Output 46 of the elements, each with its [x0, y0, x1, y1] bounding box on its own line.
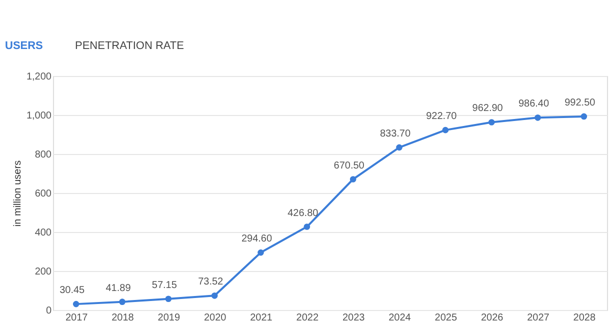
point	[258, 249, 264, 256]
y-tick-label: 400	[34, 228, 52, 238]
x-tick-label: 2017	[65, 312, 88, 324]
text: USERS	[5, 40, 43, 52]
y-tick-label: 600	[34, 188, 52, 200]
data-label: 922.70	[426, 111, 458, 122]
text: PENETRATION RATE	[75, 40, 184, 52]
data-label: 73.52	[198, 276, 224, 288]
x-tick-label: 2027	[527, 312, 550, 324]
point	[165, 296, 172, 302]
x-tick-label: 2020	[204, 312, 227, 324]
x-tick-label: 2025	[434, 312, 458, 324]
point	[580, 113, 588, 120]
point	[72, 300, 80, 308]
data-label: 986.40	[518, 98, 550, 110]
point	[534, 114, 541, 121]
point	[488, 119, 495, 126]
data-label: 670.50	[334, 160, 365, 172]
y-tick-label: 800	[34, 150, 52, 160]
point	[442, 126, 449, 134]
y-tick-label: 200	[34, 266, 52, 278]
x-tick-label: 2022	[296, 312, 319, 324]
y-axis-title: in million users	[12, 160, 24, 227]
data-label: 57.15	[152, 280, 178, 291]
x-tick-label: 2023	[342, 312, 366, 324]
x-tick-label: 2026	[480, 312, 504, 324]
point	[396, 144, 402, 151]
x-tick-label: 2018	[112, 312, 134, 324]
data-label: 833.70	[380, 128, 411, 140]
data-label: 992.50	[564, 97, 596, 108]
data-label: 426.80	[288, 208, 319, 219]
y-tick-label: 0	[46, 306, 52, 316]
point	[211, 292, 218, 299]
point	[350, 176, 356, 182]
point	[304, 224, 310, 230]
data-label: 962.90	[472, 103, 504, 114]
y-tick-label: 1,200	[26, 72, 52, 82]
x-tick-label: 2019	[158, 312, 180, 324]
point	[119, 298, 126, 305]
x-tick-label: 2028	[573, 312, 596, 324]
x-tick-label: 2021	[250, 312, 273, 324]
data-label: 41.89	[106, 282, 132, 294]
x-tick-label: 2024	[388, 312, 412, 324]
data-label: 30.45	[60, 285, 86, 296]
y-tick-label: 1,000	[26, 110, 52, 122]
data-label: 294.60	[241, 234, 272, 245]
